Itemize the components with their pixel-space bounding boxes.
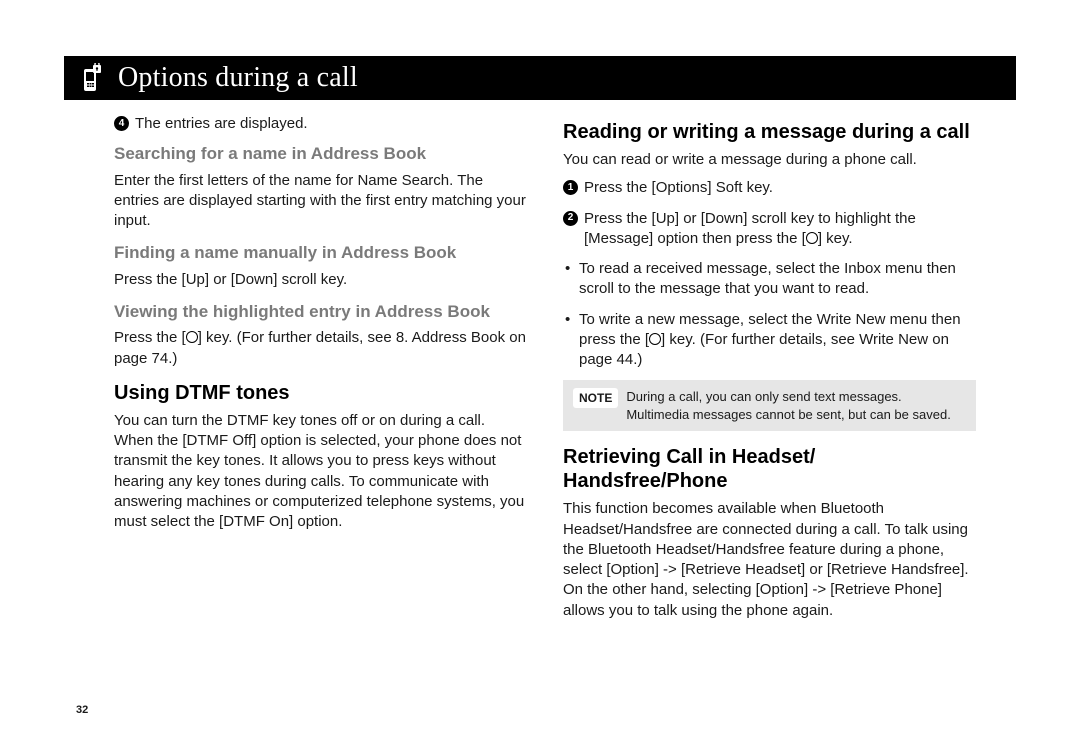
step-4-text: The entries are displayed. bbox=[135, 114, 308, 134]
step-2: 2 Press the [Up] or [Down] scroll key to… bbox=[563, 209, 976, 250]
ok-key-icon bbox=[649, 333, 661, 345]
paragraph-view-entry: Press the [] key. (For further details, … bbox=[114, 328, 527, 369]
step-2-text: Press the [Up] or [Down] scroll key to h… bbox=[584, 209, 976, 250]
paragraph-search-name: Enter the first letters of the name for … bbox=[114, 171, 527, 232]
step-1-text: Press the [Options] Soft key. bbox=[584, 178, 773, 198]
step-1: 1 Press the [Options] Soft key. bbox=[563, 178, 976, 198]
step-number-2-icon: 2 bbox=[563, 211, 578, 226]
subheading-search-name: Searching for a name in Address Book bbox=[114, 144, 527, 164]
paragraph-retrieve: This function becomes available when Blu… bbox=[563, 499, 976, 621]
ok-key-icon bbox=[186, 331, 198, 343]
right-column: Reading or writing a message during a ca… bbox=[563, 114, 976, 633]
page-number: 32 bbox=[76, 704, 88, 716]
section-heading-dtmf: Using DTMF tones bbox=[114, 381, 527, 405]
paragraph-message-intro: You can read or write a message during a… bbox=[563, 150, 976, 170]
bullet-read-message: To read a received message, select the I… bbox=[563, 259, 976, 300]
ok-key-icon bbox=[806, 232, 818, 244]
step-number-1-icon: 1 bbox=[563, 180, 578, 195]
note-label: NOTE bbox=[573, 388, 618, 408]
title-bar: Options during a call bbox=[64, 56, 1016, 100]
phone-lock-icon bbox=[78, 62, 106, 94]
left-column: 4 The entries are displayed. Searching f… bbox=[114, 114, 527, 633]
subheading-find-manually: Finding a name manually in Address Book bbox=[114, 243, 527, 263]
step-4: 4 The entries are displayed. bbox=[114, 114, 527, 134]
paragraph-dtmf: You can turn the DTMF key tones off or o… bbox=[114, 411, 527, 533]
section-heading-message: Reading or writing a message during a ca… bbox=[563, 120, 976, 144]
note-box: NOTE During a call, you can only send te… bbox=[563, 380, 976, 431]
section-heading-retrieve: Retrieving Call in Headset/ Handsfree/Ph… bbox=[563, 445, 976, 493]
page-title: Options during a call bbox=[118, 62, 358, 94]
note-text: During a call, you can only send text me… bbox=[626, 388, 966, 423]
subheading-view-entry: Viewing the highlighted entry in Address… bbox=[114, 302, 527, 322]
view-entry-text-a: Press the [ bbox=[114, 329, 186, 346]
paragraph-find-manually: Press the [Up] or [Down] scroll key. bbox=[114, 270, 527, 290]
content-columns: 4 The entries are displayed. Searching f… bbox=[64, 114, 1016, 633]
step-number-4-icon: 4 bbox=[114, 116, 129, 131]
manual-page: Options during a call 4 The entries are … bbox=[0, 0, 1080, 752]
bullet-write-message: To write a new message, select the Write… bbox=[563, 310, 976, 371]
